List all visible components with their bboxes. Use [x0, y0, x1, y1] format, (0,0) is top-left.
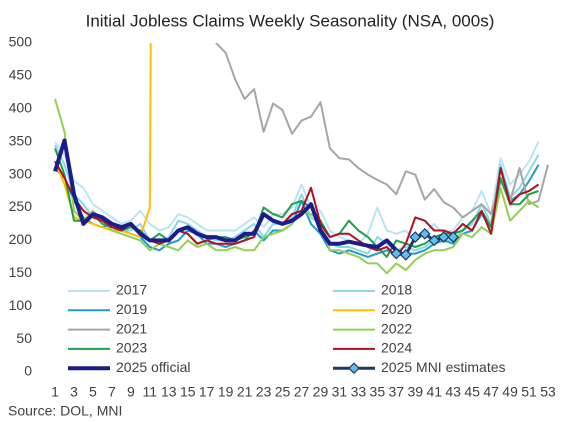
series-line [54, 164, 540, 258]
series-line [54, 141, 540, 245]
x-tick-label: 37 [389, 384, 405, 400]
x-tick-label: 53 [540, 384, 556, 400]
series-marker [447, 231, 460, 243]
series-marker [428, 234, 441, 247]
x-tick-label: 19 [218, 384, 234, 400]
legend-label: 2024 [381, 340, 412, 356]
x-tick-label: 3 [70, 384, 78, 400]
legend-label: 2022 [381, 320, 412, 336]
y-tick-label: 300 [9, 165, 33, 181]
series-line [215, 43, 549, 219]
y-tick-label: 200 [9, 231, 33, 247]
x-tick-label: 7 [108, 384, 116, 400]
legend-label: 2017 [116, 282, 147, 298]
series-marker [418, 227, 431, 240]
legend-label: 2020 [381, 301, 412, 317]
x-tick-label: 9 [127, 384, 135, 400]
x-tick-label: 45 [464, 384, 480, 400]
series-line [54, 43, 152, 239]
x-tick-label: 27 [294, 384, 310, 400]
series-marker [409, 231, 422, 243]
y-tick-label: 500 [9, 34, 33, 50]
x-tick-label: 13 [161, 384, 177, 400]
legend-label: 2023 [116, 340, 147, 356]
y-tick-label: 50 [16, 330, 32, 346]
plot-area [53, 43, 549, 275]
x-tick-label: 43 [445, 384, 461, 400]
x-tick-label: 23 [256, 384, 272, 400]
series-line [54, 147, 539, 258]
series-marker [390, 247, 403, 260]
y-tick-label: 450 [9, 67, 33, 83]
series-line [53, 138, 407, 259]
y-tick-label: 0 [24, 363, 32, 379]
x-tick-label: 33 [351, 384, 367, 400]
series-line [54, 160, 540, 258]
x-tick-label: 39 [407, 384, 423, 400]
x-tick-label: 29 [313, 384, 329, 400]
x-tick-label: 1 [51, 384, 59, 400]
legend-label: 2021 [116, 320, 147, 336]
legend-label: 2025 official [116, 359, 190, 375]
series-line [54, 98, 540, 275]
x-tick-label: 41 [426, 384, 442, 400]
y-tick-label: 350 [9, 132, 33, 148]
x-tick-label: 51 [521, 384, 537, 400]
y-tick-label: 150 [9, 264, 33, 280]
y-tick-label: 250 [9, 198, 33, 214]
x-tick-label: 17 [199, 384, 215, 400]
x-tick-label: 5 [89, 384, 97, 400]
legend-label: 2025 MNI estimates [381, 359, 506, 375]
x-tick-label: 35 [370, 384, 386, 400]
x-tick-label: 21 [237, 384, 253, 400]
y-tick-label: 400 [9, 100, 33, 116]
series-marker [399, 249, 412, 261]
legend-label: 2019 [116, 301, 147, 317]
x-tick-label: 31 [332, 384, 348, 400]
x-tick-label: 49 [502, 384, 518, 400]
x-tick-label: 47 [483, 384, 499, 400]
x-tick-label: 25 [275, 384, 291, 400]
legend-marker [348, 362, 360, 375]
y-tick-label: 100 [9, 297, 33, 313]
x-tick-label: 15 [180, 384, 196, 400]
source-note: Source: DOL, MNI [8, 403, 122, 419]
series-marker [437, 231, 450, 243]
chart-title: Initial Jobless Claims Weekly Seasonalit… [86, 11, 495, 30]
legend-label: 2018 [381, 282, 412, 298]
x-tick-label: 11 [143, 384, 158, 400]
series-line [54, 144, 540, 255]
